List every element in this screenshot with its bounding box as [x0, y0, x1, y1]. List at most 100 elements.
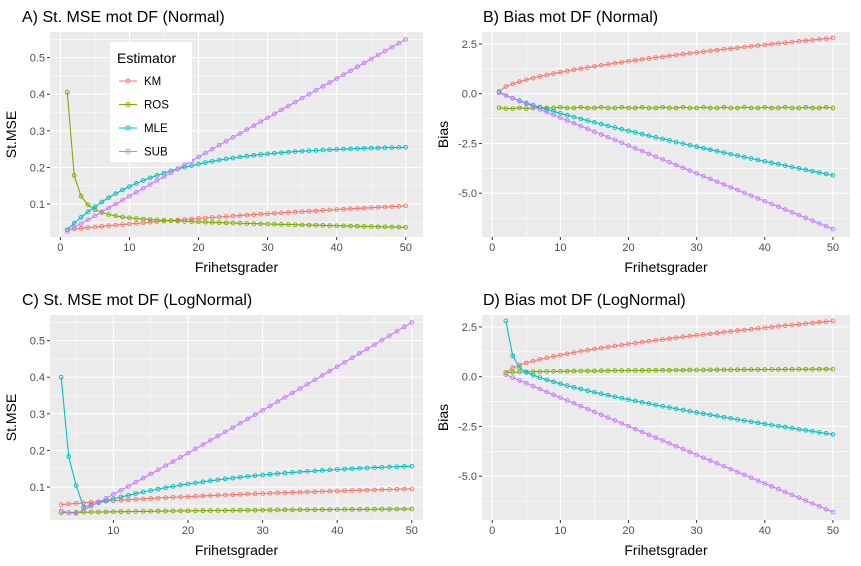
data-point	[735, 328, 740, 333]
data-point	[327, 467, 333, 473]
x-tick-label: 0	[57, 242, 63, 254]
data-point	[140, 489, 146, 495]
data-point	[653, 402, 659, 408]
data-point	[598, 412, 604, 418]
series-line-mle	[60, 377, 412, 508]
data-point	[748, 419, 754, 425]
y-axis-label: St.MSE	[3, 394, 19, 441]
data-point	[721, 104, 727, 110]
data-point	[403, 203, 409, 209]
data-point	[292, 149, 298, 154]
data-point	[653, 135, 659, 140]
data-point	[222, 508, 228, 513]
data-point	[258, 221, 264, 227]
x-tick-label: 10	[554, 525, 566, 537]
data-point	[544, 106, 550, 112]
data-point	[551, 369, 556, 374]
data-point	[120, 214, 125, 220]
data-point	[510, 106, 516, 111]
data-point	[776, 486, 781, 492]
data-point	[245, 474, 251, 479]
data-point	[282, 507, 288, 513]
data-point	[170, 508, 176, 514]
panel-c: C) St. MSE mot DF (LogNormal) 10 20 30 40 50 0…	[3, 292, 423, 558]
data-point	[282, 490, 288, 496]
data-point	[776, 423, 781, 429]
data-point	[544, 369, 550, 374]
data-point	[133, 189, 139, 195]
panel-title: C) St. MSE mot DF (LogNormal)	[22, 292, 252, 309]
data-point	[735, 45, 740, 51]
data-point	[742, 44, 747, 50]
x-tick-label: 10	[554, 242, 566, 254]
data-point	[349, 466, 355, 472]
data-point	[120, 187, 125, 193]
data-point	[523, 77, 529, 83]
data-point	[275, 490, 280, 496]
data-point	[796, 212, 802, 218]
data-point	[155, 508, 161, 514]
data-point	[106, 195, 112, 200]
data-point	[748, 43, 754, 49]
data-point	[209, 220, 215, 225]
data-point	[605, 105, 611, 111]
data-point	[237, 492, 243, 497]
data-point	[244, 153, 250, 159]
legend-title: Estimator	[117, 50, 176, 66]
data-point	[816, 105, 822, 111]
data-point	[632, 105, 638, 111]
data-point	[592, 346, 597, 352]
data-point	[222, 492, 228, 498]
data-point	[189, 216, 194, 222]
data-point	[789, 425, 795, 431]
data-point	[564, 351, 570, 357]
panel-title: D) Bias mot DF (LogNormal)	[483, 292, 686, 309]
data-point	[396, 203, 402, 209]
data-point	[389, 224, 395, 230]
data-point	[133, 216, 139, 221]
data-point	[544, 109, 550, 115]
data-point	[265, 221, 270, 227]
data-point	[687, 50, 693, 56]
data-point	[272, 221, 277, 227]
data-point	[327, 147, 333, 153]
data-point	[306, 91, 312, 97]
data-point	[275, 507, 280, 513]
data-point	[660, 54, 665, 60]
data-point	[103, 509, 109, 515]
data-point	[619, 420, 625, 426]
data-point	[810, 168, 815, 174]
y-tick-label: 0.5	[30, 53, 45, 65]
data-point	[673, 162, 679, 168]
data-point	[782, 323, 788, 328]
data-point	[168, 218, 174, 224]
data-point	[680, 334, 686, 340]
data-point	[230, 508, 236, 513]
data-point	[387, 464, 392, 470]
data-point	[285, 103, 291, 109]
data-point	[646, 105, 652, 111]
data-point	[341, 206, 346, 212]
data-point	[118, 497, 124, 503]
data-point	[272, 111, 277, 117]
data-point	[571, 114, 577, 120]
y-tick-label: 0.4	[30, 372, 45, 384]
data-point	[348, 68, 353, 74]
data-point	[830, 318, 836, 324]
data-point	[667, 159, 672, 165]
data-point	[782, 424, 788, 430]
data-point	[673, 406, 679, 412]
data-point	[551, 105, 556, 111]
data-point	[571, 368, 577, 374]
data-point	[125, 497, 131, 503]
data-point	[830, 226, 836, 232]
data-point	[673, 335, 679, 341]
data-point	[816, 221, 822, 226]
data-point	[357, 507, 362, 512]
y-tick-label: 0.1	[30, 482, 45, 494]
x-tick-label: 20	[192, 242, 204, 254]
data-point	[667, 367, 672, 373]
legend-box	[110, 42, 192, 162]
data-point	[680, 407, 686, 413]
data-point	[517, 98, 522, 104]
